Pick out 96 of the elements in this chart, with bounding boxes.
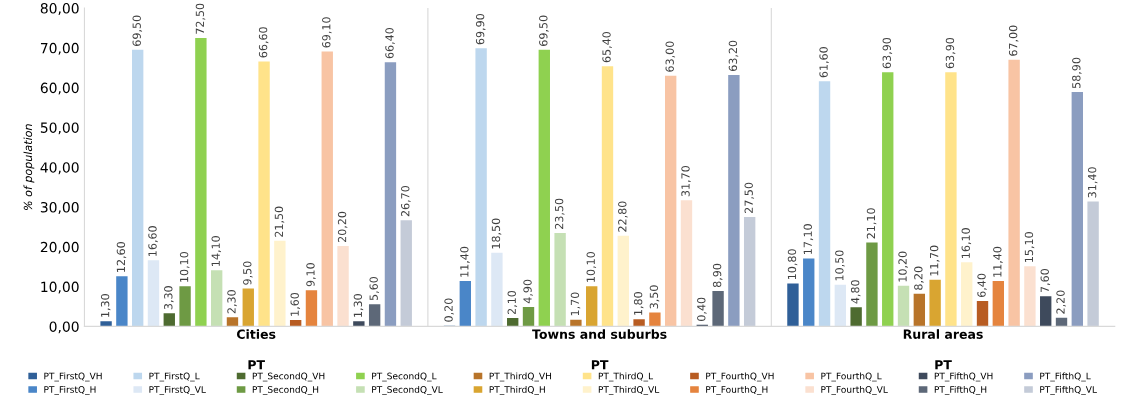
data-label: 14,10 (211, 236, 222, 266)
data-label: 5,60 (369, 276, 380, 301)
data-label: 10,50 (835, 250, 845, 281)
data-label: 65,40 (602, 31, 612, 63)
data-label: 10,10 (179, 251, 190, 282)
data-label: 1,70 (570, 292, 581, 316)
data-label: 0,40 (697, 297, 707, 321)
y-tick-label: 40,00 (40, 162, 79, 175)
data-label: 18,50 (491, 218, 502, 249)
data-label: 21,10 (866, 208, 877, 239)
data-label: 2,20 (1056, 290, 1066, 314)
y-tick-label: 60,00 (40, 82, 79, 95)
data-label: 11,40 (993, 246, 1003, 277)
legend-label: PT_FifthQ_L (1040, 372, 1091, 382)
x-tick-label: Cities (236, 329, 276, 339)
data-label: 66,40 (385, 27, 395, 59)
legend-label: PT_SecondQ_H (252, 385, 319, 395)
data-label: 10,20 (898, 251, 908, 282)
text: PT (935, 360, 952, 370)
data-label: 23,50 (554, 198, 565, 229)
data-label: 22,80 (618, 201, 628, 232)
text: PT (248, 360, 265, 370)
legend-label: PT_FifthQ_VL (1040, 385, 1097, 395)
y-tick-label: 80,00 (40, 3, 79, 15)
legend-label: PT_FirstQ_VH (44, 372, 102, 382)
y-tick-label: 50,00 (40, 122, 79, 135)
data-label: 72,50 (195, 3, 206, 34)
data-label: 58,90 (1072, 57, 1082, 88)
data-label: 69,10 (322, 17, 332, 48)
data-label: 4,80 (850, 280, 861, 304)
y-tick-label: 70,00 (40, 42, 79, 55)
data-label: 69,90 (475, 14, 486, 45)
legend-label: PT_FourthQ_H (706, 385, 768, 395)
data-label: 63,90 (882, 37, 893, 69)
x-tick-label: Rural areas (903, 329, 983, 339)
data-label: 63,90 (945, 37, 956, 69)
legend-label: PT_FifthQ_H (934, 385, 987, 395)
data-label: 66,60 (258, 27, 269, 58)
data-label: 1,30 (353, 294, 364, 317)
text: PT (591, 360, 609, 370)
data-label: 2,10 (507, 290, 518, 315)
legend-label: PT_FirstQ_H (44, 385, 96, 395)
y-axis-title: % of population (23, 124, 35, 210)
legend-label: PT_FirstQ_VL (149, 385, 206, 395)
data-label: 67,00 (1008, 25, 1019, 56)
data-label: 26,70 (401, 185, 411, 217)
legend-label: PT_SecondQ_VH (252, 372, 325, 382)
legend-label: PT_ThirdQ_H (489, 385, 545, 395)
data-label: 16,10 (961, 228, 972, 258)
data-label: 8,20 (914, 266, 924, 290)
data-label: 0,20 (444, 298, 454, 322)
data-label: 3,30 (164, 286, 174, 310)
data-label: 1,60 (290, 292, 301, 316)
data-label: 17,10 (803, 224, 814, 254)
legend-label: PT_FourthQ_VL (821, 385, 888, 395)
legend-label: PT_SecondQ_VL (372, 385, 443, 395)
data-label: 16,60 (148, 226, 158, 256)
data-label: 31,40 (1087, 167, 1098, 198)
data-label: 3,50 (649, 285, 660, 309)
data-label: 21,50 (274, 206, 285, 237)
data-label: 27,50 (744, 182, 755, 213)
data-label: 9,50 (243, 261, 253, 285)
y-tick-label: 0,00 (49, 321, 79, 334)
data-label: 63,00 (665, 41, 676, 72)
data-label: 10,10 (586, 251, 597, 282)
data-label: 8,90 (712, 263, 723, 288)
legend-label: PT_ThirdQ_VL (598, 385, 660, 395)
data-label: 15,10 (1024, 232, 1035, 262)
data-label: 4,90 (523, 279, 533, 304)
data-label: 10,80 (787, 249, 798, 280)
legend-label: PT_ThirdQ_VH (489, 372, 552, 382)
data-label: 9,10 (306, 263, 316, 287)
legend-label: PT_FirstQ_L (149, 372, 200, 382)
data-label: 20,20 (337, 211, 348, 243)
y-tick-label: 20,00 (40, 241, 79, 254)
data-label: 1,30 (100, 294, 111, 317)
data-label: 1,80 (633, 292, 644, 315)
legend-label: PT_FifthQ_VH (934, 372, 993, 382)
y-tick-label: 30,00 (40, 202, 79, 214)
data-label: 61,60 (819, 47, 829, 78)
data-label: 69,50 (132, 15, 143, 46)
data-label: 7,60 (1040, 269, 1051, 293)
data-label: 6,40 (977, 273, 987, 297)
data-label: 11,70 (929, 245, 940, 276)
legend-label: PT_FourthQ_L (821, 372, 882, 382)
data-label: 11,40 (460, 246, 470, 277)
data-label: 63,20 (728, 40, 739, 71)
data-label: 69,50 (539, 15, 549, 46)
legend-label: PT_ThirdQ_L (598, 372, 654, 382)
y-tick-label: 10,00 (41, 281, 79, 294)
data-label: 12,60 (116, 242, 127, 272)
legend-label: PT_SecondQ_L (372, 372, 437, 382)
data-label: 2,30 (227, 290, 237, 314)
legend-label: PT_FourthQ_VH (706, 372, 774, 382)
data-label: 31,70 (681, 166, 691, 197)
x-tick-label: Towns and suburbs (532, 329, 667, 339)
